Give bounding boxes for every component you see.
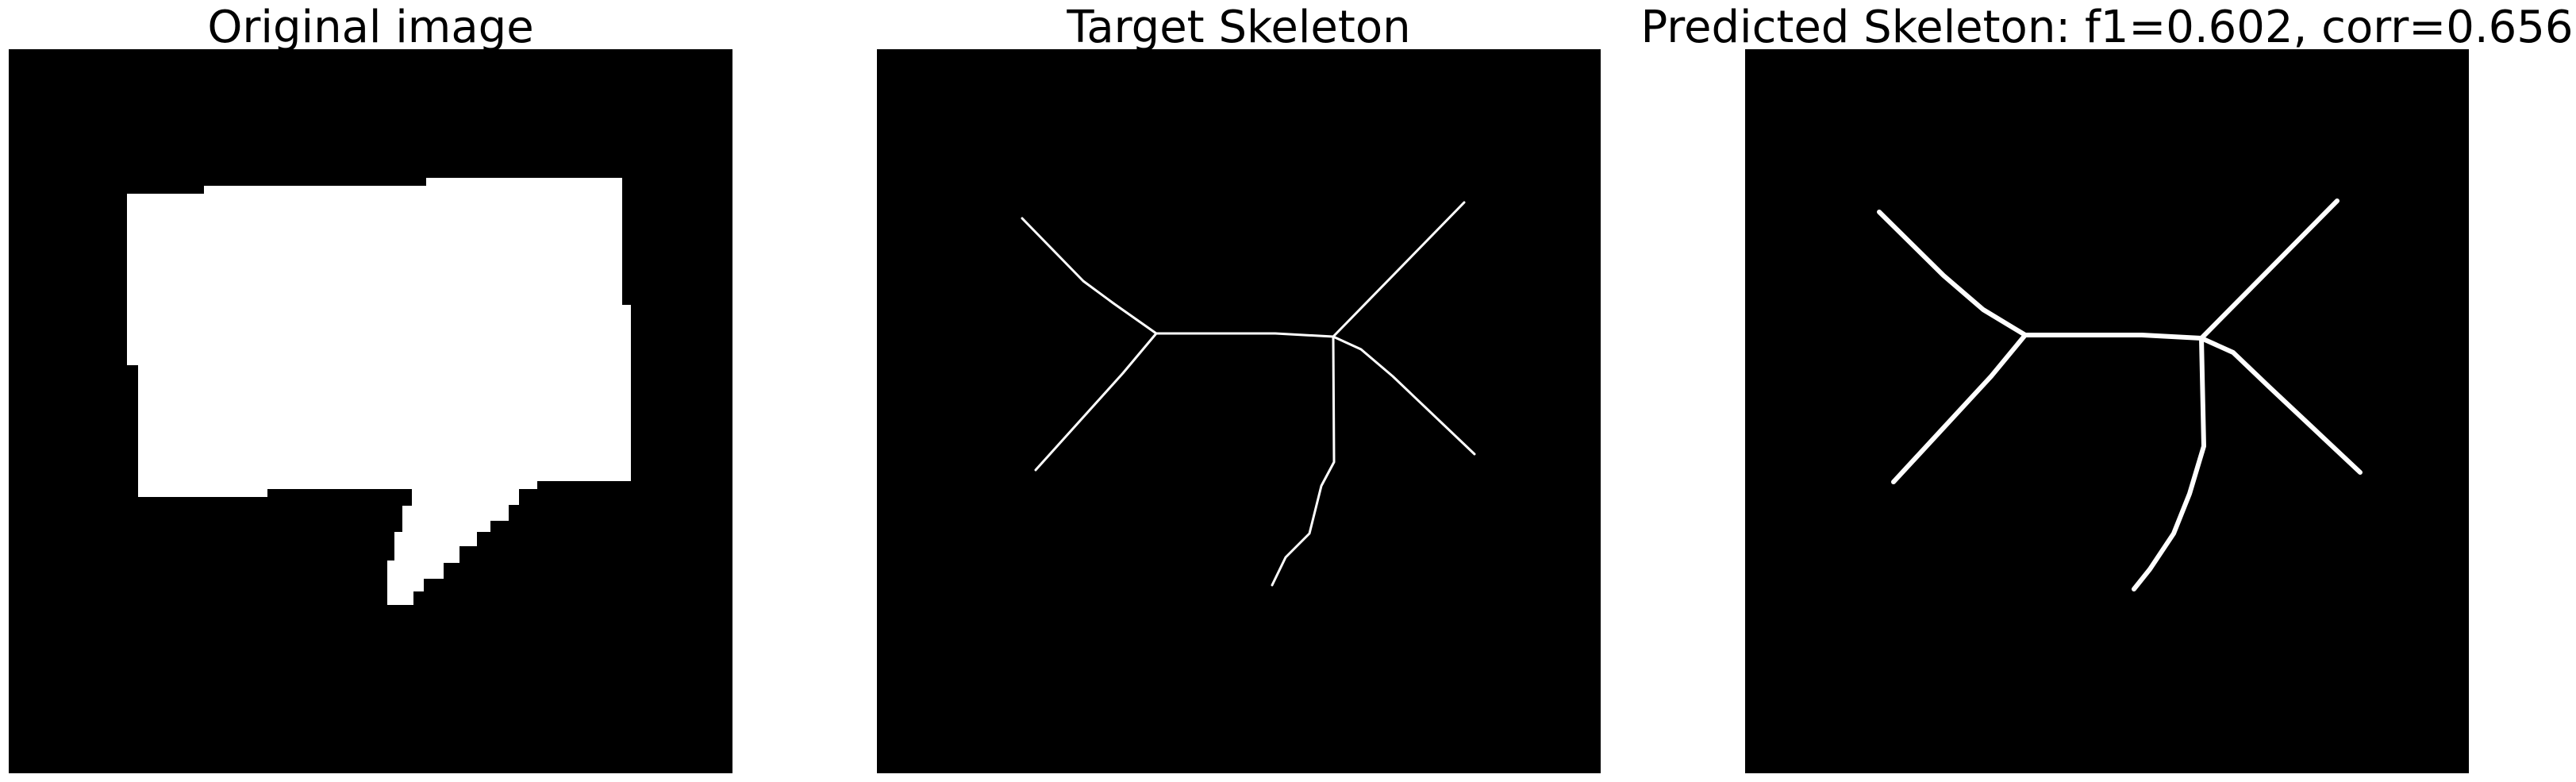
skeleton-branch: [1877, 210, 2028, 337]
skeleton-branch: [1034, 332, 1158, 472]
skeleton-branch: [1021, 217, 1158, 335]
skeleton-branch: [1271, 335, 1336, 587]
panel-title: Target Skeleton: [1067, 2, 1411, 53]
skeleton-branch: [1332, 335, 1476, 456]
speech-bubble-shape: [127, 178, 631, 605]
panel-title: Original image: [207, 2, 534, 53]
original-image: [9, 49, 732, 773]
skeleton-branch: [2199, 336, 2363, 475]
predicted-skeleton-image: [1745, 49, 2469, 773]
skeleton-branch: [2199, 198, 2340, 341]
target-skeleton-image: [877, 49, 1601, 773]
skeleton-branch: [1155, 332, 1335, 338]
skeleton-branch: [1332, 201, 1466, 338]
skeleton-branch: [2132, 336, 2206, 591]
panel-target-skeleton: Target Skeleton: [877, 0, 1601, 782]
panel-original-image: Original image: [9, 0, 732, 782]
skeleton-branch: [1891, 333, 2028, 484]
skeleton-branch: [2023, 333, 2204, 341]
panel-predicted-skeleton: Predicted Skeleton: f1=0.602, corr=0.656: [1640, 0, 2574, 782]
panel-title: Predicted Skeleton: f1=0.602, corr=0.656: [1640, 2, 2574, 53]
